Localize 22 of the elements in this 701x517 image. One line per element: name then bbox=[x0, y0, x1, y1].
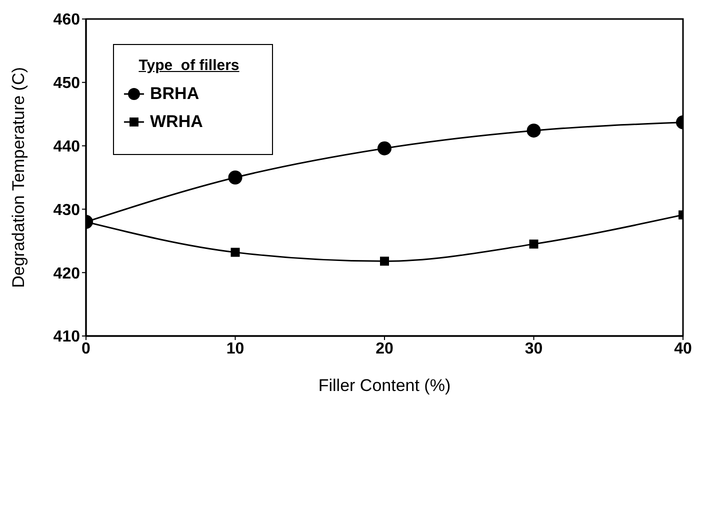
x-tick-label: 30 bbox=[524, 340, 543, 358]
y-tick-label: 410 bbox=[53, 328, 80, 346]
legend-title: Type of fillers bbox=[138, 57, 240, 74]
point bbox=[380, 256, 389, 266]
y-tick-label: 450 bbox=[53, 75, 80, 92]
y-tick-label: 430 bbox=[53, 202, 80, 219]
legend-label: WRHA bbox=[150, 112, 203, 132]
x-tick-label: 0 bbox=[82, 340, 91, 358]
point bbox=[378, 141, 392, 156]
point bbox=[230, 248, 240, 257]
x-axis-title: Filler Content (%) bbox=[318, 376, 451, 395]
x-tick-label: 40 bbox=[674, 340, 692, 358]
point bbox=[526, 124, 541, 138]
y-tick-label: 460 bbox=[53, 12, 80, 29]
point bbox=[529, 240, 538, 249]
x-tick-label: 20 bbox=[376, 340, 394, 358]
y-tick-label: 420 bbox=[53, 265, 80, 282]
y-axis-title: Degradation Temperature (C) bbox=[9, 67, 28, 288]
point bbox=[228, 170, 242, 184]
x-tick-label: 10 bbox=[226, 340, 244, 358]
legend-label: BRHA bbox=[150, 84, 200, 104]
y-tick-label: 440 bbox=[53, 138, 80, 156]
